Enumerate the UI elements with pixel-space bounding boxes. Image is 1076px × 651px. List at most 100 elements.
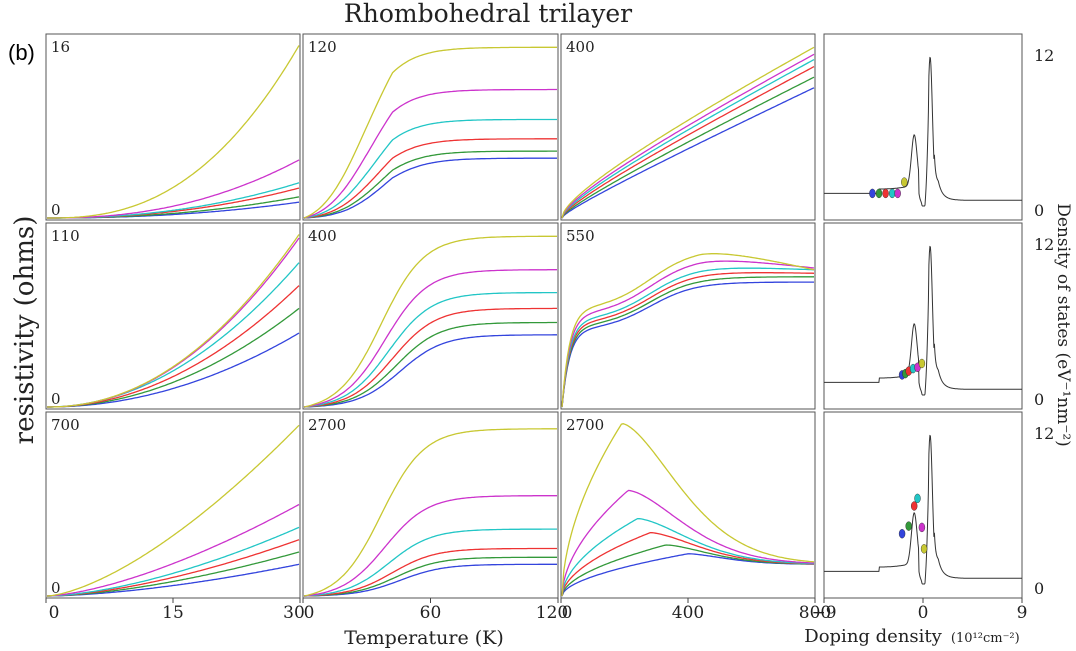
- series-yellow-r1-c2: [561, 253, 815, 408]
- panel-max-label-r0-c1: 120: [308, 38, 337, 56]
- dos-x-axis-label-text: Doping density: [804, 626, 942, 647]
- series-red-r0-c1: [303, 138, 557, 219]
- series-blue-r1-c2: [561, 281, 814, 408]
- panel-min-label-r2-c0: 0: [51, 579, 61, 597]
- panel-label: (b): [8, 40, 35, 65]
- panel-frame-r0-c1: [302, 33, 559, 221]
- series-yellow-r1-c1: [303, 235, 557, 408]
- series-green-r0-c2: [561, 76, 815, 219]
- xtick-label-c1-60: 60: [420, 603, 442, 623]
- panel-max-label-r1-c0: 110: [51, 227, 80, 245]
- panel-frame-r0-c2: [560, 33, 816, 221]
- xtick-label-c0-30: 30: [283, 603, 305, 623]
- dos-dot-blue-r2: [898, 529, 906, 539]
- series-blue-r2-c1: [304, 563, 557, 597]
- series-blue-r0-c2: [561, 87, 815, 219]
- series-magenta-r2-c1: [303, 495, 557, 597]
- dos-dot-red-r0: [882, 188, 889, 199]
- series-red-r1-c1: [303, 307, 557, 408]
- dos-curve-r1: [824, 245, 1022, 396]
- series-cyan-r2-c0: [47, 526, 300, 597]
- dos-dot-blue-r0: [869, 188, 876, 199]
- dos-ytick-0-r1: 0: [1034, 390, 1044, 409]
- xtick-label-c1-120: 120: [536, 603, 568, 623]
- series-magenta-r0-c2: [561, 53, 815, 219]
- dos-dot-yellow-r0: [901, 177, 908, 187]
- panel-max-label-r1-c1: 400: [308, 227, 337, 245]
- dos-ytick-12-r1: 12: [1034, 235, 1054, 254]
- panel-max-label-r0-c0: 16: [51, 38, 70, 56]
- series-yellow-r2-c0: [46, 424, 300, 597]
- series-green-r2-c0: [47, 551, 300, 597]
- series-cyan-r1-c1: [303, 291, 557, 408]
- series-green-r1-c0: [47, 307, 300, 408]
- panel-max-label-r2-c2: 2700: [566, 416, 604, 434]
- dos-curve-r2: [824, 434, 1022, 585]
- series-cyan-r2-c2: [561, 517, 814, 597]
- series-blue-r1-c1: [303, 334, 557, 408]
- xtick-label-c1-0: 0: [304, 603, 315, 623]
- dos-ytick-0-r0: 0: [1034, 201, 1044, 220]
- series-yellow-r1-c0: [47, 234, 300, 408]
- panel-frame-r0-c0: [45, 33, 301, 221]
- xtick-label-c0-15: 15: [162, 603, 184, 623]
- series-cyan-r2-c1: [303, 528, 557, 597]
- dos-dot-red-r2: [911, 501, 918, 511]
- dos-x-axis-label: Doping density (10¹²cm⁻²): [804, 626, 1019, 647]
- series-magenta-r0-c1: [303, 88, 557, 219]
- xtick-label-c0-0: 0: [49, 603, 60, 623]
- xtick-label-c2-0: 0: [562, 603, 573, 623]
- series-yellow-r0-c1: [303, 46, 557, 219]
- x-axis-label: Temperature (K): [344, 627, 504, 649]
- dos-dot-cyan-r0: [889, 188, 896, 199]
- dos-dot-cyan-r2: [914, 493, 921, 504]
- series-red-r2-c1: [303, 547, 557, 597]
- dos-dot-magenta-r2: [918, 522, 926, 533]
- series-yellow-r0-c2: [561, 46, 815, 219]
- series-magenta-r2-c0: [46, 503, 300, 597]
- dos-xtick-label-9: 9: [1017, 603, 1028, 623]
- dos-xtick-label-0: 0: [918, 603, 929, 623]
- panel-frame-r1-c1: [302, 222, 559, 410]
- panel-min-label-r1-c0: 0: [51, 390, 61, 408]
- series-red-r0-c2: [561, 66, 815, 219]
- dos-dot-yellow-r1: [918, 358, 926, 369]
- series-magenta-r2-c2: [561, 489, 814, 597]
- series-cyan-r0-c1: [303, 118, 557, 219]
- dos-dot-green-r2: [905, 521, 912, 531]
- panel-frame-r1-c0: [45, 222, 301, 410]
- series-red-r1-c2: [561, 272, 815, 408]
- dos-xtick-label--9: −9: [811, 603, 836, 623]
- dos-frame-r0: [823, 33, 1023, 221]
- series-cyan-r0-c2: [561, 59, 815, 219]
- series-green-r2-c1: [304, 556, 557, 597]
- series-red-r2-c2: [561, 531, 815, 597]
- dos-frame-r2: [823, 411, 1023, 599]
- dos-ytick-0-r2: 0: [1034, 579, 1044, 598]
- series-magenta-r0-c0: [47, 159, 300, 219]
- figure-title: Rhombohedral trilayer: [344, 0, 632, 28]
- dos-y-axis-label: Density of states (eV⁻¹nm⁻²): [1053, 203, 1073, 447]
- xtick-label-c2-400: 400: [672, 603, 704, 623]
- y-axis-label: resistivity (ohms): [10, 216, 40, 445]
- series-blue-r0-c1: [303, 157, 557, 219]
- xtick-label-c2-800: 800: [799, 603, 831, 623]
- series-red-r2-c0: [47, 539, 300, 597]
- series-yellow-r2-c1: [303, 428, 557, 597]
- dos-x-axis-label-units: (10¹²cm⁻²): [951, 631, 1020, 646]
- series-magenta-r1-c1: [303, 269, 557, 408]
- dos-dot-green-r0: [875, 188, 883, 199]
- series-magenta-r1-c2: [561, 260, 815, 408]
- panel-max-label-r0-c2: 400: [566, 38, 595, 56]
- series-magenta-r1-c0: [47, 237, 300, 408]
- series-blue-r1-c0: [47, 332, 300, 408]
- series-green-r1-c2: [561, 276, 814, 408]
- panel-frame-r2-c2: [560, 411, 816, 599]
- panel-frame-r2-c0: [45, 411, 301, 599]
- panel-max-label-r1-c2: 550: [566, 227, 595, 245]
- series-green-r0-c1: [303, 150, 557, 219]
- panel-min-label-r0-c0: 0: [51, 201, 61, 219]
- dos-frame-r1: [823, 222, 1023, 410]
